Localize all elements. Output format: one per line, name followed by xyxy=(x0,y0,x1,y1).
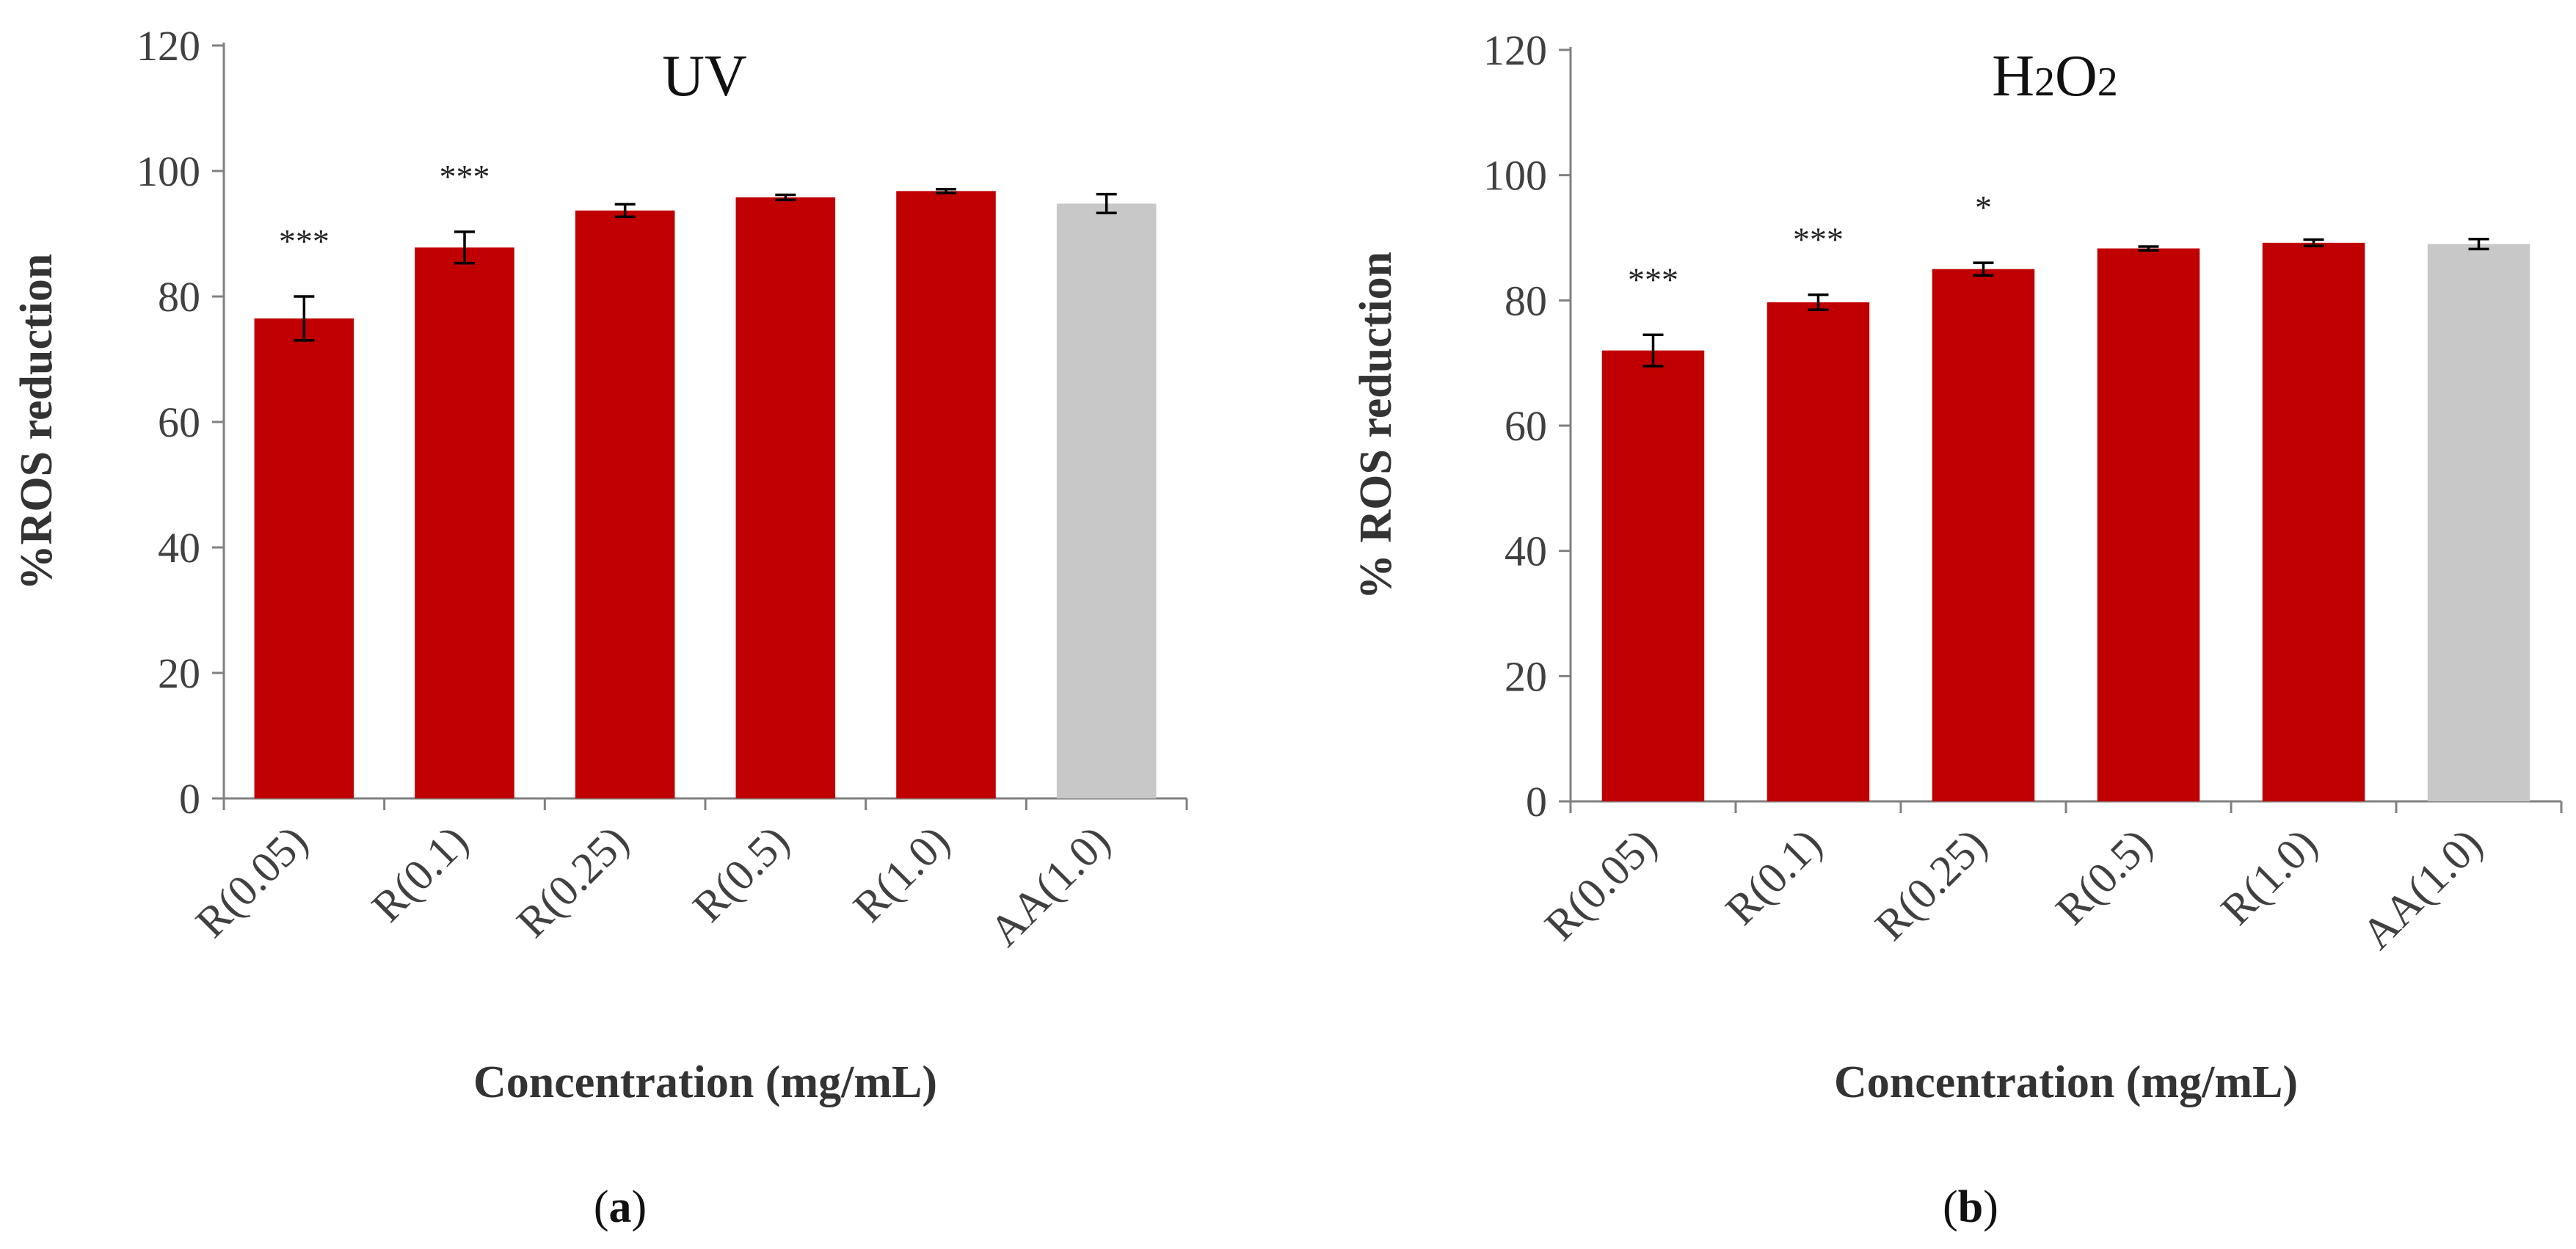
chart-title: H2O2 xyxy=(1992,44,2118,109)
y-tick-label: 120 xyxy=(137,22,200,70)
x-tick-label: R(0.1) xyxy=(1716,820,1830,934)
bar-R(0.05) xyxy=(254,318,354,798)
significance-label: *** xyxy=(279,222,330,260)
y-tick-label: 60 xyxy=(1505,402,1547,450)
y-tick-label: 60 xyxy=(158,398,200,446)
y-tick-label: 100 xyxy=(137,148,200,195)
y-tick-label: 20 xyxy=(158,649,200,697)
significance-label: *** xyxy=(440,158,490,195)
bar-AA(1.0) xyxy=(2427,244,2530,801)
y-tick-label: 0 xyxy=(179,775,200,823)
chart-title: UV xyxy=(662,44,747,109)
x-tick-label: AA(1.0) xyxy=(980,817,1119,955)
y-tick-label: 80 xyxy=(1505,277,1547,324)
significance-label: * xyxy=(1975,189,1992,226)
significance-label: *** xyxy=(1793,221,1844,258)
bar-R(0.1) xyxy=(415,247,514,798)
chart-panel-b: 0 20 40 60 80 100 120 *** R(0.05) *** R(0.1) * R(0.2… xyxy=(1351,26,2563,1232)
chart-panel-a: 0 20 40 60 80 100 120 *** R(0.05) *** R(0.1) R(0.25… xyxy=(12,22,1188,1232)
x-tick-label: R(0.1) xyxy=(363,817,477,931)
x-tick-label: R(1.0) xyxy=(2211,820,2326,934)
x-tick-label: R(0.25) xyxy=(507,817,637,947)
significance-label: *** xyxy=(1628,261,1678,298)
bar-R(1.0) xyxy=(2262,242,2365,801)
panel-label: (a) xyxy=(594,1182,647,1232)
bar-R(0.05) xyxy=(1601,350,1705,802)
y-tick-label: 20 xyxy=(1505,652,1547,700)
bar-R(0.25) xyxy=(575,210,675,798)
x-tick-label: R(0.05) xyxy=(1535,820,1665,950)
y-axis-label: % ROS reduction xyxy=(1351,252,1401,600)
x-axis-label: Concentration (mg/mL) xyxy=(1834,1057,2298,1107)
y-tick-label: 40 xyxy=(1505,528,1547,575)
x-tick-label: R(0.5) xyxy=(683,817,798,931)
x-axis-label: Concentration (mg/mL) xyxy=(473,1057,937,1107)
x-tick-label: R(0.5) xyxy=(2046,820,2161,934)
x-tick-label: R(1.0) xyxy=(844,817,958,931)
bar-R(0.5) xyxy=(2097,248,2200,801)
bar-R(0.1) xyxy=(1767,302,1870,802)
x-tick-label: AA(1.0) xyxy=(2352,820,2491,958)
bar-R(0.5) xyxy=(735,197,836,798)
y-tick-label: 120 xyxy=(1483,26,1547,74)
bar-R(0.25) xyxy=(1932,269,2035,802)
y-tick-label: 40 xyxy=(158,524,200,572)
panel-label: (b) xyxy=(1943,1182,1998,1232)
y-axis-label: %ROS reduction xyxy=(12,254,62,591)
y-tick-label: 0 xyxy=(1526,778,1547,826)
bar-R(1.0) xyxy=(896,191,996,798)
bar-AA(1.0) xyxy=(1056,203,1157,799)
y-tick-label: 100 xyxy=(1483,152,1547,200)
x-tick-label: R(0.05) xyxy=(186,817,316,947)
y-tick-label: 80 xyxy=(158,273,200,321)
x-tick-label: R(0.25) xyxy=(1866,820,1995,950)
